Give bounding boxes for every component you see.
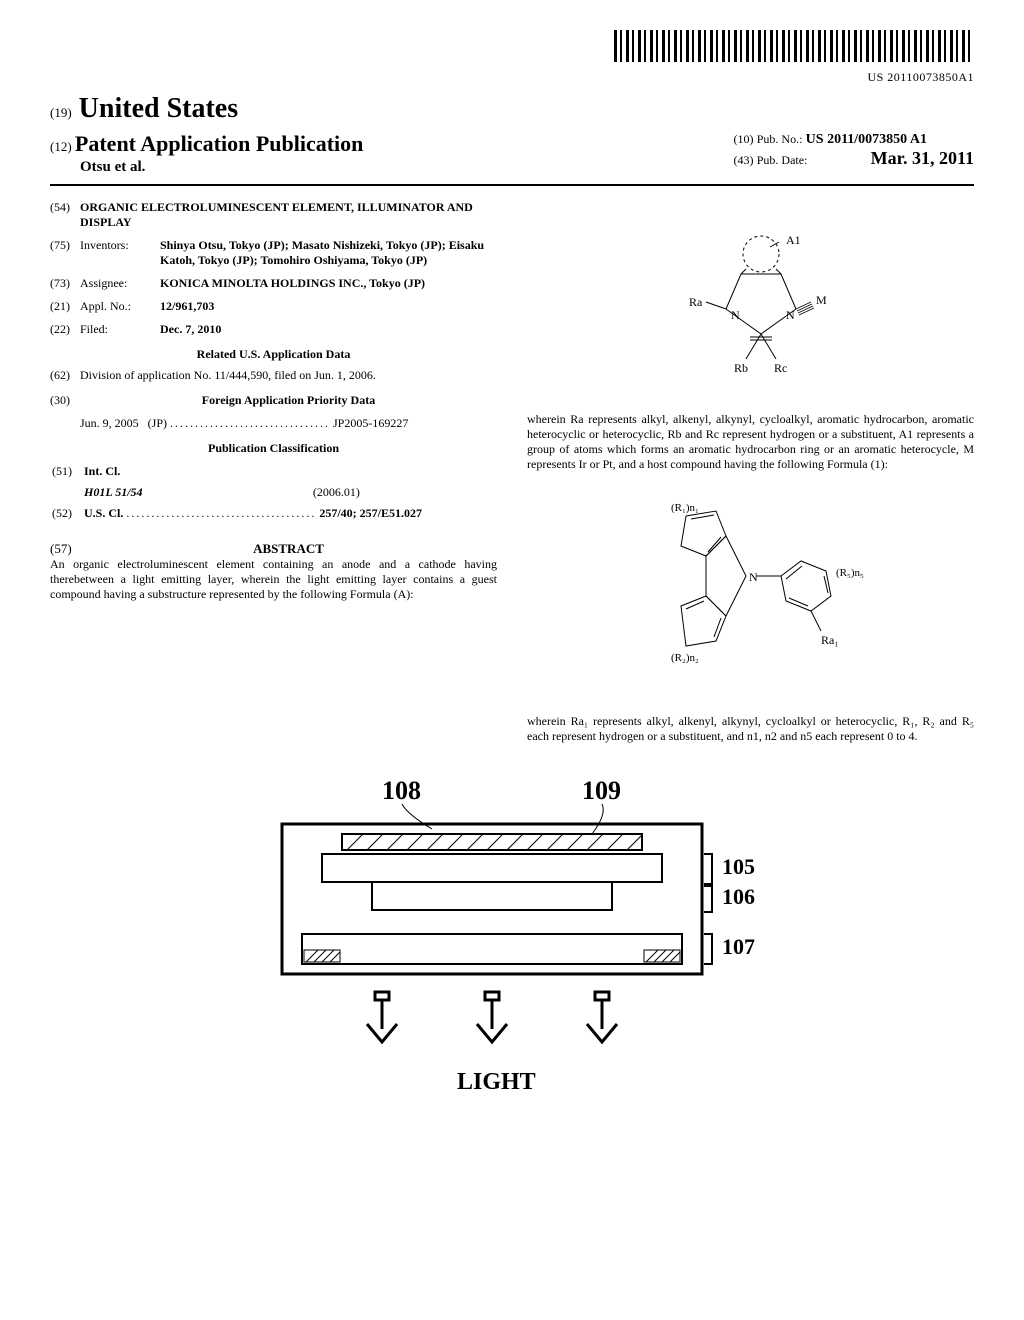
barcode-area	[50, 30, 974, 66]
abstract-col1-text: An organic electroluminescent element co…	[50, 557, 497, 602]
label-105: 105	[722, 854, 755, 879]
table-row: (51) Int. Cl.	[52, 464, 495, 483]
related-heading: Related U.S. Application Data	[50, 347, 497, 362]
chem-m-label: M	[816, 293, 827, 307]
header-country-line: (19) United States	[50, 93, 974, 125]
device-figure: 108 109 105 106	[232, 774, 792, 1108]
foreign-code: (30)	[50, 393, 80, 408]
light-label: LIGHT	[457, 1069, 536, 1095]
filed-value: Dec. 7, 2010	[160, 322, 497, 337]
label-106: 106	[722, 884, 755, 909]
foreign-date: Jun. 9, 2005	[80, 416, 139, 430]
filed-label: Filed:	[80, 322, 160, 337]
inventors-names: Shinya Otsu, Tokyo (JP); Masato Nishizek…	[160, 238, 484, 267]
two-column-body: (54) ORGANIC ELECTROLUMINESCENT ELEMENT,…	[50, 200, 974, 744]
assignee-field: (73) Assignee: KONICA MINOLTA HOLDINGS I…	[50, 276, 497, 291]
chem-n-label: N	[749, 570, 758, 584]
filed-field: (22) Filed: Dec. 7, 2010	[50, 322, 497, 337]
pubdate-prefix: (43)	[733, 153, 753, 167]
chem-n2-label: N	[786, 308, 795, 322]
table-row: H01L 51/54 (2006.01)	[52, 485, 495, 504]
chem-n1-label: N	[731, 308, 740, 322]
foreign-num: JP2005-169227	[333, 416, 408, 430]
assignee-code: (73)	[50, 276, 80, 291]
chem-a1-label: A1	[786, 233, 801, 247]
applno-label: Appl. No.:	[80, 299, 160, 314]
assignee-label: Assignee:	[80, 276, 160, 291]
foreign-dots: ................................	[170, 416, 330, 430]
foreign-heading: Foreign Application Priority Data	[80, 393, 497, 408]
applno-field: (21) Appl. No.: 12/961,703	[50, 299, 497, 314]
label-107: 107	[722, 934, 755, 959]
abstract-header: (57) ABSTRACT	[50, 541, 497, 557]
chem-structure-1: (R₁)n₁ (R₂)n₂ N (R₅)n₅ Ra₁	[527, 496, 974, 690]
pub-header-row: (12) Patent Application Publication Otsu…	[50, 131, 974, 176]
pubdate-value: Mar. 31, 2011	[871, 148, 974, 168]
classif-heading: Publication Classification	[50, 441, 497, 456]
country-name: United States	[79, 93, 238, 124]
title-field: (54) ORGANIC ELECTROLUMINESCENT ELEMENT,…	[50, 200, 497, 230]
abstract-code: (57)	[50, 541, 80, 557]
filed-code: (22)	[50, 322, 80, 337]
pubtype-prefix: (12)	[50, 139, 72, 154]
left-column: (54) ORGANIC ELECTROLUMINESCENT ELEMENT,…	[50, 200, 497, 744]
title-code: (54)	[50, 200, 80, 230]
chem-r5-label: (R₅)n₅	[836, 567, 864, 579]
pubnum-prefix: (10)	[733, 132, 753, 146]
chem-r1-label: (R₁)n₁	[671, 502, 699, 514]
barcode-graphic	[614, 30, 974, 62]
pubnum-label: Pub. No.:	[757, 132, 803, 146]
chem-rb-label: Rb	[734, 361, 748, 375]
pubdate-label: Pub. Date:	[757, 153, 808, 167]
uscl-label: U.S. Cl.	[84, 506, 123, 520]
inventors-code: (75)	[50, 238, 80, 268]
abstract-col2a-text: wherein Ra represents alkyl, alkenyl, al…	[527, 412, 974, 472]
abstract-col2b-text: wherein Ra₁ represents alkyl, alkenyl, a…	[527, 714, 974, 744]
uscl-value: 257/40; 257/E51.027	[319, 506, 422, 520]
authors: Otsu et al.	[80, 159, 363, 176]
intcl-code: (51)	[52, 464, 82, 483]
country-prefix: (19)	[50, 105, 72, 120]
pubtype: Patent Application Publication	[75, 131, 363, 156]
label-108: 108	[382, 776, 421, 805]
intcl-label: Int. Cl.	[84, 464, 311, 483]
right-column: A1 N N Ra M Rb Rc	[527, 200, 974, 744]
chem-r2-label: (R₂)n₂	[671, 652, 699, 664]
assignee-value: KONICA MINOLTA HOLDINGS INC., Tokyo (JP)	[160, 276, 497, 291]
division-text: Division of application No. 11/444,590, …	[80, 368, 497, 383]
label-109: 109	[582, 776, 621, 805]
applno-code: (21)	[50, 299, 80, 314]
foreign-code-row: (30) Foreign Application Priority Data	[50, 393, 497, 408]
pubnum-value: US 2011/0073850 A1	[806, 132, 927, 147]
abstract-label: ABSTRACT	[80, 541, 497, 557]
inventors-label: Inventors:	[80, 238, 160, 268]
division-field: (62) Division of application No. 11/444,…	[50, 368, 497, 383]
intcl-class: H01L 51/54	[84, 485, 143, 499]
chem-ra-label: Ra	[689, 295, 703, 309]
inventors-field: (75) Inventors: Shinya Otsu, Tokyo (JP);…	[50, 238, 497, 268]
division-code: (62)	[50, 368, 80, 383]
chem-structure-a: A1 N N Ra M Rb Rc	[527, 224, 974, 388]
classification-table: (51) Int. Cl. H01L 51/54 (2006.01) (52) …	[50, 462, 497, 527]
header-rule	[50, 184, 974, 186]
table-row: (52) U.S. Cl. ..........................…	[52, 506, 495, 525]
foreign-country: (JP)	[148, 416, 167, 430]
applno-value: 12/961,703	[160, 299, 497, 314]
chem-ra1-label: Ra₁	[821, 633, 839, 647]
barcode-text: US 20110073850A1	[50, 70, 974, 85]
foreign-data-row: Jun. 9, 2005 (JP) ......................…	[80, 416, 497, 431]
uscl-dots: ......................................	[126, 506, 316, 520]
uscl-code: (52)	[52, 506, 82, 525]
intcl-year: (2006.01)	[313, 485, 495, 504]
inventors-value: Shinya Otsu, Tokyo (JP); Masato Nishizek…	[160, 238, 497, 268]
chem-rc-label: Rc	[774, 361, 787, 375]
title-value: ORGANIC ELECTROLUMINESCENT ELEMENT, ILLU…	[80, 200, 497, 230]
